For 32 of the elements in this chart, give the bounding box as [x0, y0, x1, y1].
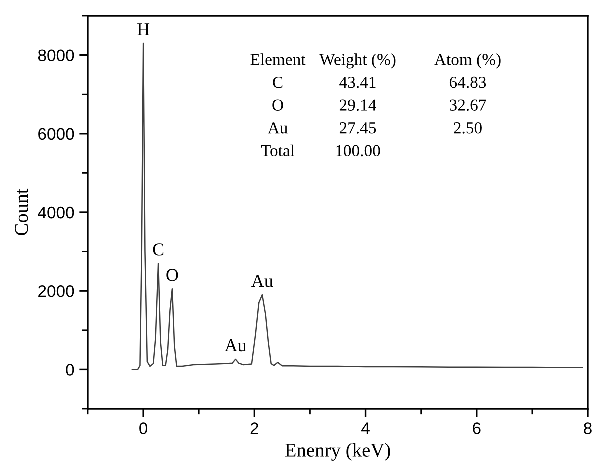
annotation: C [153, 244, 164, 256]
annotation: Total [261, 144, 295, 157]
x-axis-title: Enenry (keV) [285, 443, 390, 461]
y-tick-label: 6000 [38, 128, 74, 140]
annotation: Element [250, 54, 306, 66]
x-tick-label: 0 [140, 422, 148, 434]
annotation: 32.67 [450, 100, 486, 112]
x-tick-label: 4 [362, 422, 370, 434]
annotation: 43.41 [340, 76, 376, 88]
y-axis-title: Count [15, 188, 28, 236]
y-tick-label: 8000 [38, 50, 74, 62]
line-series [132, 42, 584, 370]
annotation: Au [224, 340, 247, 352]
annotation: C [273, 76, 283, 88]
x-tick-label: 8 [584, 422, 592, 434]
annotation: Weight (%) [320, 54, 396, 69]
annotation: 27.45 [340, 122, 376, 134]
annotation: O [272, 100, 284, 111]
annotation: O [166, 269, 178, 282]
annotation: 29.14 [340, 100, 376, 112]
y-tick-label: 2000 [38, 286, 74, 298]
y-tick-label: 0 [66, 364, 74, 376]
annotation: Au [268, 122, 288, 134]
y-tick-label: 4000 [38, 206, 74, 219]
annotation: Atom (%) [434, 54, 501, 69]
annotation: Au [252, 275, 274, 288]
x-tick-label: 2 [250, 422, 258, 434]
x-tick-label: 6 [473, 422, 481, 434]
annotation: 100.00 [336, 145, 380, 157]
annotation: 2.50 [454, 122, 482, 134]
annotation: 64.83 [450, 76, 486, 88]
annotation: H [138, 24, 150, 36]
